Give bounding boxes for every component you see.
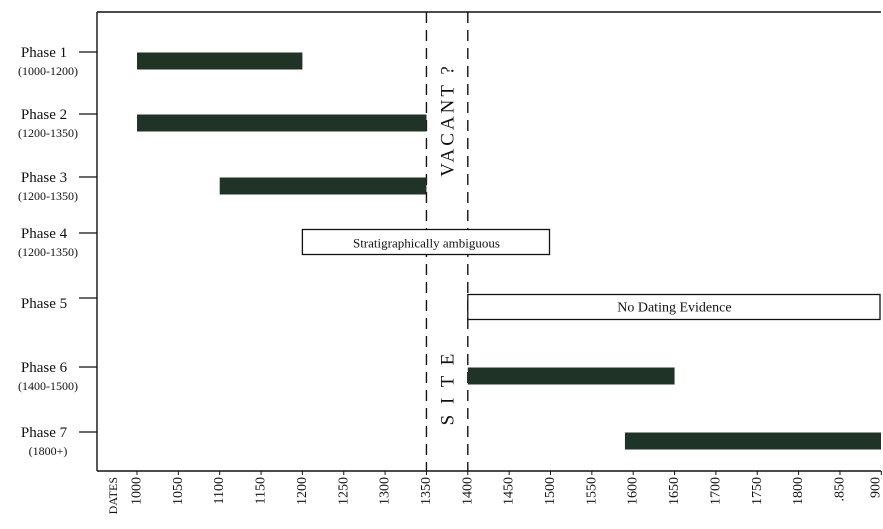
x-tick-label: 1500 xyxy=(543,477,558,505)
x-tick-label: 1800 xyxy=(791,477,806,505)
x-axis: DATES 1000 1050 1100 1150 1200 1250 1300 1350 140… xyxy=(106,471,883,514)
phase-box-label: Stratigraphically ambiguous xyxy=(353,236,500,251)
x-tick-label: 1150 xyxy=(254,477,269,504)
phase-range-label: (1200-1350) xyxy=(18,245,78,259)
x-axis-title: DATES xyxy=(106,477,120,514)
phase-bar xyxy=(137,52,303,70)
x-tick-label: 1750 xyxy=(750,477,765,505)
phase-labels: Phase 1 (1000-1200) Phase 2 (1200-1350) Phas… xyxy=(18,45,97,458)
phase-range-label: (1800+) xyxy=(29,444,68,458)
phase-bar xyxy=(137,114,427,132)
phase-range-label: (1400-1500) xyxy=(18,379,78,393)
x-tick-label: 1400 xyxy=(460,477,475,505)
phase-bar xyxy=(219,177,427,195)
x-tick-label: 1350 xyxy=(419,477,434,505)
x-tick-label: 1300 xyxy=(378,477,393,505)
phase-range-label: (1000-1200) xyxy=(18,64,78,78)
vacant-site-band: VACANT ? S I T E xyxy=(425,12,469,471)
vacant-label: VACANT ? xyxy=(438,63,459,177)
phase-range-label: (1200-1350) xyxy=(18,189,78,203)
phase-box xyxy=(467,293,881,321)
x-tick-label: 900 xyxy=(869,477,883,498)
phase-name-label: Phase 6 xyxy=(21,360,68,376)
phase-bars: Stratigraphically ambiguous No Dating Evi… xyxy=(137,52,881,450)
x-tick-label: 1550 xyxy=(584,477,599,505)
phase-name-label: Phase 3 xyxy=(21,170,67,186)
x-tick-label: 1000 xyxy=(130,477,145,505)
x-tick-label: .850 xyxy=(832,477,847,502)
phase-name-label: Phase 2 xyxy=(21,107,67,123)
phase-bar xyxy=(467,367,675,385)
x-tick-label: 1450 xyxy=(502,477,517,505)
x-tick-label: 1100 xyxy=(212,477,227,504)
x-tick-label: 1650 xyxy=(667,477,682,505)
chart-frame xyxy=(96,11,881,472)
x-tick-label: 1250 xyxy=(336,477,351,505)
x-tick-label: 1700 xyxy=(708,477,723,505)
phase-box xyxy=(301,228,551,256)
phase-name-label: Phase 5 xyxy=(21,296,67,312)
x-tick-label: 1600 xyxy=(626,477,641,505)
phase-name-label: Phase 1 xyxy=(21,45,67,61)
phase-name-label: Phase 7 xyxy=(21,425,68,441)
phase-name-label: Phase 4 xyxy=(21,226,68,242)
phase-range-label: (1200-1350) xyxy=(18,126,78,140)
x-tick-label: 1050 xyxy=(171,477,186,505)
site-label: S I T E xyxy=(438,351,459,426)
phase-box-label: No Dating Evidence xyxy=(617,301,731,316)
phase-bar xyxy=(624,432,881,450)
x-tick-label: 1200 xyxy=(295,477,310,505)
